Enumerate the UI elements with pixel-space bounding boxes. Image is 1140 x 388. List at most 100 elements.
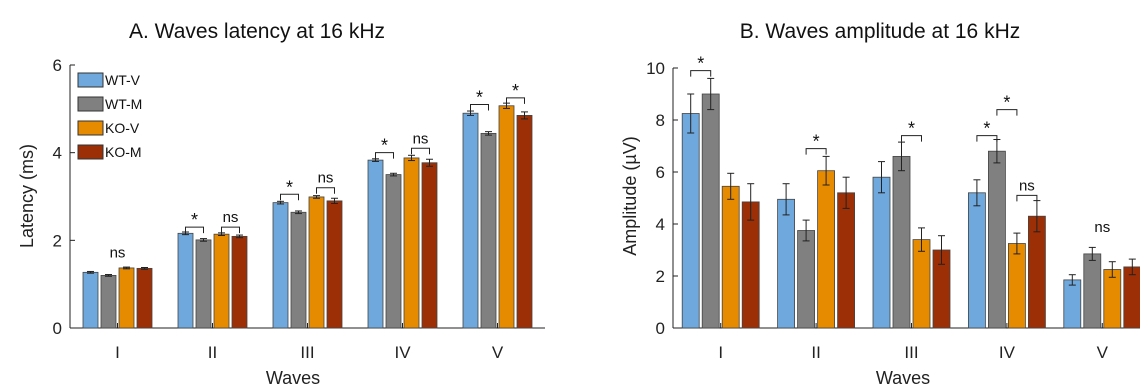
bar bbox=[968, 192, 986, 329]
significance-bracket bbox=[1016, 194, 1038, 202]
significance-bracket bbox=[996, 109, 1018, 116]
significance-bracket bbox=[185, 226, 204, 234]
x-axis-label: Waves bbox=[876, 368, 930, 388]
bar bbox=[777, 198, 795, 329]
legend-label: KO-M bbox=[105, 144, 142, 160]
significance-label: ns bbox=[318, 170, 334, 187]
bar bbox=[82, 271, 99, 329]
legend-swatch bbox=[77, 120, 104, 136]
legend-label: WT-M bbox=[105, 96, 142, 112]
y-tick-label: 2 bbox=[656, 267, 665, 286]
x-tick-label: I bbox=[115, 343, 120, 362]
y-tick-label: 6 bbox=[53, 56, 62, 75]
significance-label: ns bbox=[1019, 177, 1035, 194]
legend-swatch bbox=[77, 96, 104, 112]
y-tick-label: 8 bbox=[656, 111, 665, 130]
bar bbox=[118, 267, 135, 329]
x-axis-label: Waves bbox=[266, 368, 320, 388]
bar bbox=[817, 170, 835, 329]
significance-label: * bbox=[191, 210, 198, 230]
bar bbox=[988, 150, 1006, 329]
bar bbox=[1028, 215, 1046, 329]
legend: WT-V WT-M KO-V KO-M bbox=[77, 72, 142, 160]
y-axis-label: Amplitude (µV) bbox=[620, 136, 640, 255]
chart-amplitude: B. Waves amplitude at 16 kHz Amplitude (… bbox=[620, 20, 1140, 388]
bar bbox=[136, 267, 153, 329]
bar bbox=[290, 211, 307, 329]
bar bbox=[480, 132, 497, 329]
legend-swatch bbox=[77, 144, 104, 160]
x-tick-label: III bbox=[904, 343, 918, 362]
significance-label: * bbox=[813, 132, 820, 152]
bar bbox=[213, 233, 230, 329]
y-tick-label: 6 bbox=[656, 163, 665, 182]
legend-swatch bbox=[77, 72, 104, 88]
significance-label: * bbox=[286, 177, 293, 197]
bar bbox=[462, 112, 479, 329]
legend-entry: KO-V bbox=[77, 120, 140, 136]
significance-bracket bbox=[805, 148, 827, 155]
significance-label: * bbox=[476, 87, 483, 107]
y-tick-label: 0 bbox=[53, 319, 62, 338]
bar bbox=[721, 185, 740, 329]
bar bbox=[100, 274, 117, 329]
bar bbox=[1103, 269, 1122, 329]
y-tick-label: 0 bbox=[656, 319, 665, 338]
y-axis-label: Latency (ms) bbox=[17, 144, 37, 248]
significance-label: * bbox=[512, 81, 519, 101]
bar bbox=[308, 196, 325, 329]
y-tick-label: 4 bbox=[53, 144, 62, 163]
significance-label: * bbox=[983, 119, 990, 139]
chart-title: A. Waves latency at 16 kHz bbox=[129, 20, 385, 43]
bar bbox=[681, 113, 700, 329]
x-tick-label: V bbox=[1097, 343, 1109, 362]
y-tick-label: 4 bbox=[656, 215, 665, 234]
x-tick-label: I bbox=[718, 343, 723, 362]
chart-latency: A. Waves latency at 16 kHz Latency (ms) … bbox=[17, 20, 545, 388]
legend-entry: KO-M bbox=[77, 144, 142, 160]
bar bbox=[1083, 253, 1102, 329]
y-tick-label: 10 bbox=[646, 59, 665, 78]
significance-bracket bbox=[470, 103, 489, 111]
bar bbox=[385, 174, 402, 329]
x-tick-label: III bbox=[300, 343, 314, 362]
significance-label: ns bbox=[110, 244, 126, 261]
significance-bracket bbox=[221, 226, 240, 234]
bar bbox=[403, 157, 420, 329]
significance-label: * bbox=[697, 54, 704, 74]
bar bbox=[195, 239, 212, 329]
significance-label: * bbox=[381, 136, 388, 156]
legend-label: WT-V bbox=[105, 72, 141, 88]
bar bbox=[367, 159, 384, 329]
significance-bracket bbox=[375, 152, 394, 159]
bar bbox=[912, 239, 931, 329]
significance-bracket bbox=[316, 187, 335, 194]
bar bbox=[872, 176, 891, 329]
significance-bracket bbox=[411, 147, 430, 155]
legend-entry: WT-M bbox=[77, 96, 142, 112]
x-tick-label: IV bbox=[394, 343, 411, 362]
y-tick-label: 2 bbox=[53, 231, 62, 250]
bar bbox=[701, 93, 720, 329]
x-tick-label: II bbox=[811, 343, 820, 362]
x-tick-label: II bbox=[208, 343, 217, 362]
bar bbox=[741, 201, 760, 329]
significance-label: * bbox=[908, 119, 915, 139]
bar bbox=[326, 200, 343, 329]
significance-bracket bbox=[506, 97, 525, 104]
x-tick-label: IV bbox=[999, 343, 1016, 362]
bar bbox=[516, 115, 533, 329]
significance-bracket bbox=[690, 70, 712, 77]
bar bbox=[177, 232, 194, 329]
significance-bracket bbox=[976, 135, 998, 142]
legend-entry: WT-V bbox=[77, 72, 141, 88]
bar bbox=[1063, 279, 1082, 329]
bar bbox=[421, 162, 438, 329]
x-tick-label: V bbox=[492, 343, 504, 362]
bar bbox=[272, 202, 289, 329]
significance-label: ns bbox=[413, 130, 429, 147]
significance-label: ns bbox=[223, 209, 239, 226]
